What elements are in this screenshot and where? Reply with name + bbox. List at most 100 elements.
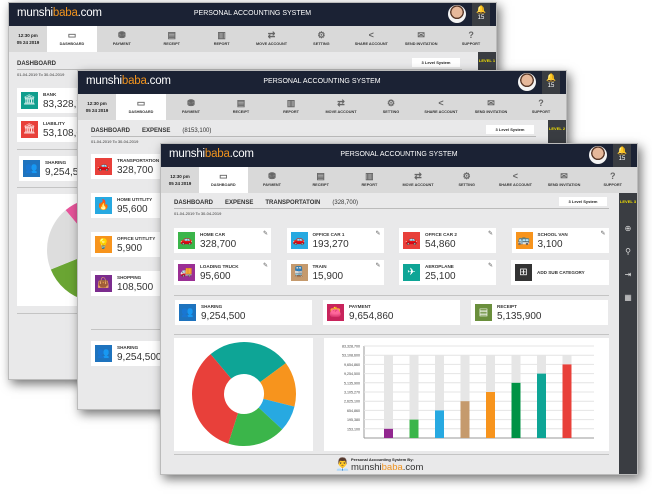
- nav-dashboard[interactable]: ▭ DASHBOARD: [116, 94, 166, 120]
- calendar-icon[interactable]: ▦: [624, 293, 632, 302]
- nav-payment[interactable]: ⛃ PAYMENT: [248, 167, 297, 193]
- nav-receipt[interactable]: ▤ RECEIPT: [296, 167, 345, 193]
- level-system-button[interactable]: 3 Level System: [486, 125, 534, 134]
- nav-share-account[interactable]: < SHARE ACCOUNT: [416, 94, 466, 120]
- bar-4[interactable]: [460, 401, 470, 438]
- y-tick-label: 654,860: [347, 409, 360, 413]
- nav-support[interactable]: ? SUPPORT: [588, 167, 637, 193]
- edit-icon[interactable]: ✎: [487, 263, 493, 269]
- brand-logo[interactable]: munshibaba.com: [169, 148, 254, 160]
- bar-8[interactable]: [562, 364, 572, 438]
- bar-6[interactable]: [511, 382, 521, 438]
- bar-2[interactable]: [409, 419, 419, 438]
- nav-payment[interactable]: ⛃ PAYMENT: [97, 26, 147, 52]
- nav-report[interactable]: ▥ REPORT: [345, 167, 394, 193]
- nav-support[interactable]: ? SUPPORT: [446, 26, 496, 52]
- nav-receipt[interactable]: ▤ RECEIPT: [147, 26, 197, 52]
- bar-3[interactable]: [435, 410, 444, 438]
- nav-label: SUPPORT: [531, 110, 551, 114]
- nav-send-invitation[interactable]: ✉ SEND INVITATION: [540, 167, 589, 193]
- user-avatar[interactable]: [589, 146, 607, 164]
- receipt-card[interactable]: ▤ RECEIPT 5,135,900: [471, 300, 608, 325]
- breadcrumb-item[interactable]: TRANSPORTATOIN: [265, 200, 321, 206]
- pie-slice-3[interactable]: [258, 398, 295, 430]
- nav-label: DASHBOARD: [59, 42, 85, 46]
- nav-share-account[interactable]: < SHARE ACCOUNT: [491, 167, 540, 193]
- card-value: 108,500: [117, 282, 154, 293]
- aeroplane-card[interactable]: ✈ AEROPLANE 25,100 ✎: [399, 260, 496, 285]
- nav-move-account[interactable]: ⇄ MOVE ACCOUNT: [394, 167, 443, 193]
- home-car-card[interactable]: 🚗 HOME CAR 328,700 ✎: [174, 228, 271, 253]
- bar-track: [460, 355, 470, 438]
- add-circle-icon[interactable]: ⊕: [624, 224, 632, 233]
- office-car-1-card[interactable]: 🚗 OFFICE CAR 1 193,270 ✎: [286, 228, 384, 253]
- breadcrumb-item[interactable]: DASHBOARD: [174, 200, 213, 206]
- breadcrumb-item[interactable]: EXPENSE: [142, 128, 171, 134]
- level-system-button[interactable]: 3 Level System: [559, 197, 607, 206]
- office-car-2-card[interactable]: 🚗 OFFICE CAR 2 54,860 ✎: [399, 228, 496, 253]
- gear-icon: ⚙: [462, 171, 471, 181]
- card-label: OFFICE CAR 1: [312, 232, 345, 237]
- nav-report[interactable]: ▥ REPORT: [197, 26, 247, 52]
- user-avatar[interactable]: [518, 73, 536, 91]
- edit-icon[interactable]: ✎: [375, 231, 381, 237]
- loading-truck-card[interactable]: 🚚 LOADING TRUCK 95,600 ✎: [174, 260, 271, 285]
- pie-slice-4[interactable]: [228, 407, 283, 446]
- train-card[interactable]: 🚆 TRAIN 15,900 ✎: [286, 260, 384, 285]
- user-avatar[interactable]: [448, 5, 466, 23]
- breadcrumb-item[interactable]: DASHBOARD: [91, 128, 130, 134]
- school-van-card[interactable]: 🚌 SCHOOL VAN 3,100 ✎: [511, 228, 609, 253]
- nav-move-account[interactable]: ⇄ MOVE ACCOUNT: [247, 26, 297, 52]
- breadcrumb-item[interactable]: (8153,100): [182, 128, 212, 134]
- brand-logo[interactable]: munshibaba.com: [86, 75, 171, 87]
- breadcrumb-item[interactable]: (328,700): [332, 200, 359, 206]
- edit-icon[interactable]: ✎: [375, 263, 381, 269]
- sharing-card[interactable]: 👥 SHARING 9,254,500: [175, 300, 312, 325]
- edit-icon[interactable]: ✎: [600, 231, 606, 237]
- nav-setting[interactable]: ⚙ SETTING: [296, 26, 346, 52]
- nav-send-invitation[interactable]: ✉ SEND INVITATION: [396, 26, 446, 52]
- main-nav: 12:30 pm 05 24 2019 ▭ DASHBOARD ⛃ PAYMENT ▤ REC…: [9, 26, 496, 52]
- nav-receipt[interactable]: ▤ RECEIPT: [216, 94, 266, 120]
- nav-dashboard[interactable]: ▭ DASHBOARD: [47, 26, 97, 52]
- notifications-button[interactable]: 🔔 15: [613, 144, 631, 167]
- bar-7[interactable]: [537, 373, 546, 438]
- pie-panel: [174, 338, 313, 451]
- bar-5[interactable]: [486, 392, 495, 438]
- level-system-button[interactable]: 3 Level System: [412, 58, 460, 67]
- receipt-icon: ▤: [167, 30, 176, 40]
- nav-setting[interactable]: ⚙ SETTING: [366, 94, 416, 120]
- nav-setting[interactable]: ⚙ SETTING: [442, 167, 491, 193]
- login-icon[interactable]: ⇥: [624, 270, 632, 279]
- bar-1[interactable]: [384, 428, 393, 438]
- pie-slice-2[interactable]: [260, 363, 296, 407]
- breadcrumb-item[interactable]: DASHBOARD: [17, 61, 56, 67]
- edit-icon[interactable]: ✎: [262, 231, 268, 237]
- search-icon[interactable]: ⚲: [625, 247, 631, 256]
- pie-chart: [191, 342, 296, 446]
- edit-icon[interactable]: ✎: [487, 231, 493, 237]
- home-utitlity-icon: 🔥: [95, 197, 112, 214]
- nav-payment[interactable]: ⛃ PAYMENT: [166, 94, 216, 120]
- notifications-button[interactable]: 🔔 15: [542, 71, 560, 94]
- nav-move-account[interactable]: ⇄ MOVE ACCOUNT: [316, 94, 366, 120]
- clock-date: 05 24 2019: [168, 181, 192, 186]
- add-sub-category-button[interactable]: ⊞ ADD SUB CATEGORY: [511, 260, 609, 285]
- nav-dashboard[interactable]: ▭ DASHBOARD: [199, 167, 248, 193]
- pie-slice-5[interactable]: [191, 354, 238, 444]
- bar-track: [409, 355, 419, 438]
- logo-prefix: munshi: [86, 75, 122, 87]
- nav-support[interactable]: ? SUPPORT: [516, 94, 566, 120]
- brand-logo[interactable]: munshibaba.com: [17, 7, 102, 19]
- notifications-button[interactable]: 🔔 15: [472, 3, 490, 26]
- bell-icon: 🔔: [617, 146, 627, 155]
- nav-share-account[interactable]: < SHARE ACCOUNT: [346, 26, 396, 52]
- monitor-icon: ▭: [219, 171, 228, 181]
- footer-logo[interactable]: munshibaba.com: [351, 462, 423, 473]
- edit-icon[interactable]: ✎: [262, 263, 268, 269]
- breadcrumb-item[interactable]: EXPENSE: [225, 200, 254, 206]
- pie-slice-1[interactable]: [210, 342, 286, 383]
- nav-send-invitation[interactable]: ✉ SEND INVITATION: [466, 94, 516, 120]
- payment-card[interactable]: 👛 PAYMENT 9,654,860: [323, 300, 460, 325]
- nav-report[interactable]: ▥ REPORT: [266, 94, 316, 120]
